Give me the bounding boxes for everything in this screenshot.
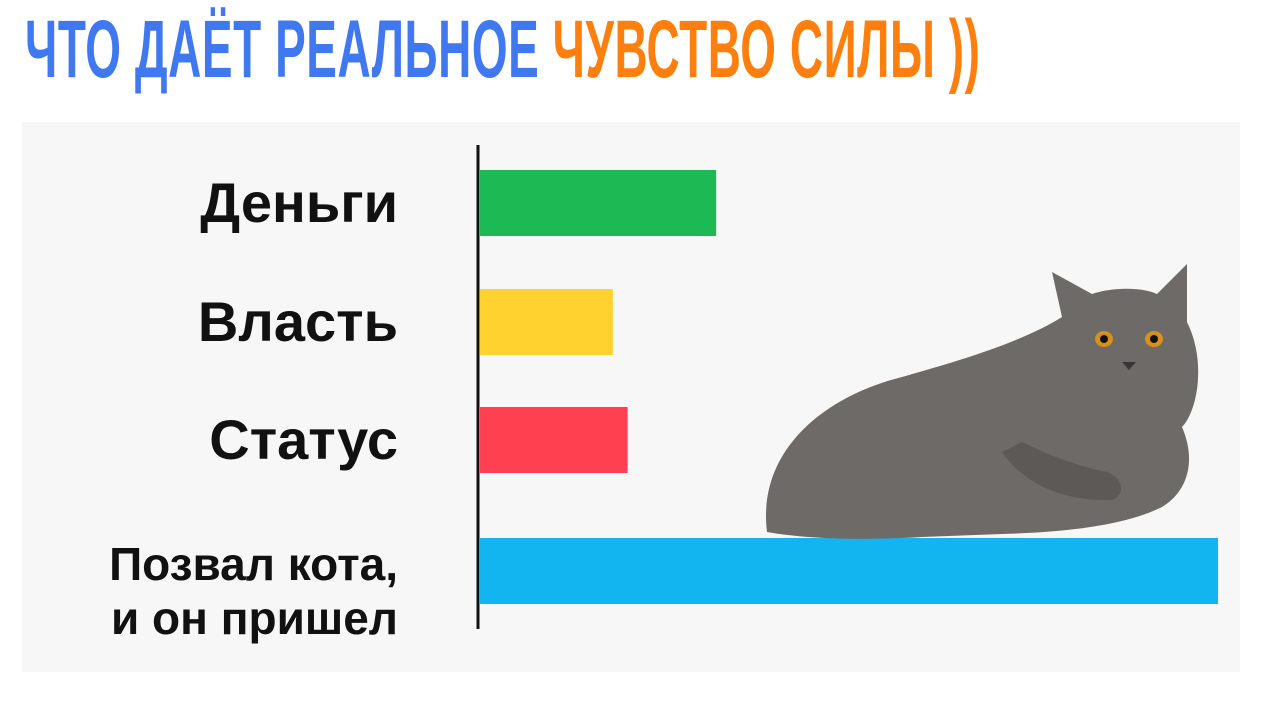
cat-nose: [1122, 362, 1136, 370]
cat-pupil: [1100, 335, 1108, 343]
bar-2: [480, 407, 628, 473]
category-label-line: Позвал кота,: [109, 538, 398, 590]
category-label: Статус: [209, 412, 398, 468]
chart-panel: Деньги Власть Статус Позвал кота, и он прише…: [22, 122, 1240, 672]
bar-0: [480, 170, 717, 236]
category-label: Деньги: [200, 175, 398, 231]
bar-3: [480, 538, 1218, 604]
title-part-blue: ЧТО ДАЁТ РЕАЛЬНОЕ: [25, 4, 553, 95]
category-label-line: Власть: [197, 290, 398, 353]
chart-title: ЧТО ДАЁТ РЕАЛЬНОЕ ЧУВСТВО СИЛЫ )): [25, 9, 1255, 91]
cat-icon: [765, 264, 1199, 539]
title-part-orange: ЧУВСТВО СИЛЫ )): [552, 4, 981, 95]
cat-paw: [1002, 442, 1122, 501]
cat-pupil: [1150, 335, 1158, 343]
category-label: Власть: [198, 294, 398, 350]
category-label-line: Статус: [209, 408, 398, 471]
category-label-line: и он пришел: [110, 592, 398, 644]
category-label-line: Деньги: [200, 171, 398, 234]
bar-chart: [476, 145, 1218, 629]
cat-body: [765, 264, 1199, 539]
category-label: Позвал кота, и он пришел: [109, 537, 398, 645]
bar-1: [480, 289, 613, 355]
